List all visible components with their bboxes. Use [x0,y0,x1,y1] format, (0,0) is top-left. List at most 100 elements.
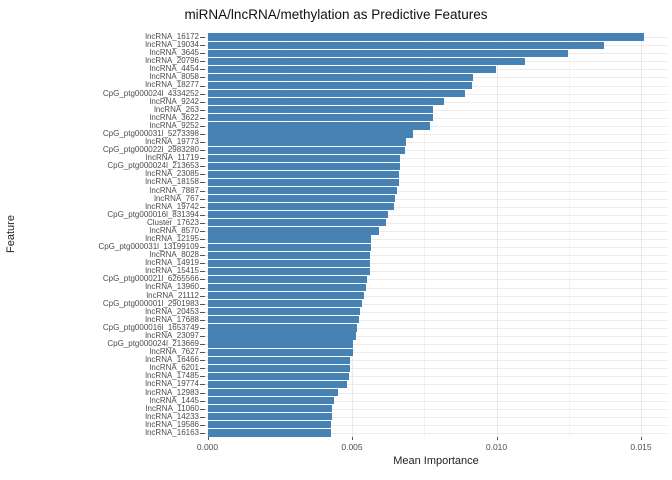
bar [207,259,370,267]
y-tick-label: lncRNA_6201 [149,363,199,373]
y-tick-mark [200,117,205,119]
y-axis-title: Feature [5,215,17,253]
bar [207,114,433,122]
y-tick-label: lncRNA_1445 [149,395,199,405]
y-tick-mark [200,174,205,176]
y-tick-mark [200,408,205,410]
y-tick-mark [200,271,205,273]
bar [207,195,396,203]
y-tick-mark [200,295,205,297]
y-tick-mark [200,222,205,224]
gridline-y [205,117,667,119]
y-tick-mark [200,255,205,257]
y-tick-label: lncRNA_16172 [145,32,199,41]
gridline-y [205,125,667,127]
bar [207,275,367,284]
gridline-major-x [207,33,209,437]
bar [207,219,387,227]
y-tick-label: lncRNA_16163 [145,427,199,437]
bar [207,316,359,324]
bar [207,332,356,340]
y-tick-mark [200,109,205,111]
bar [207,211,388,219]
bar [207,81,472,90]
x-tick-mark [207,437,209,440]
y-tick-mark [200,198,205,200]
bar [207,138,406,146]
y-tick-label: lncRNA_23097 [145,330,199,340]
y-tick-label: CpG_ptg000024l_213653 [107,161,199,171]
gridline-y [205,206,667,208]
bar [207,65,496,73]
gridline-y [205,384,667,386]
bar [207,429,332,437]
gridline-y [205,368,667,370]
gridline-minor-x [424,33,426,437]
y-tick-label: CpG_ptg000031l_5273398 [102,128,199,138]
gridline-y [205,279,667,281]
bar [207,57,525,65]
y-tick-label: lncRNA_3622 [149,112,199,122]
bar [207,421,332,429]
x-tick-label: 0.000 [196,442,219,452]
y-tick-label: lncRNA_11719 [145,153,199,163]
y-tick-mark [200,166,205,168]
y-tick-label: lncRNA_3645 [149,48,199,58]
bar [207,130,413,138]
gridline-major-x [641,33,642,437]
y-tick-label: CpG_ptg000001l_2901983 [102,298,199,308]
y-tick-label: lncRNA_263 [154,104,199,114]
y-tick-mark [200,190,205,192]
y-tick-mark [200,142,205,144]
y-tick-label: lncRNA_17688 [145,314,199,324]
y-tick-label: lncRNA_20796 [145,56,199,66]
bar [207,146,406,154]
y-tick-label: lncRNA_11060 [145,403,199,413]
y-tick-label: CpG_ptg000021l_6265566 [102,274,199,284]
y-tick-mark [200,45,205,47]
gridline-y [205,222,667,224]
bar [207,106,434,114]
y-tick-label: lncRNA_8028 [149,250,199,260]
bar [207,49,568,57]
bar [207,243,371,251]
y-tick-mark [200,360,205,362]
y-tick-mark [200,400,205,402]
y-tick-label: lncRNA_4454 [149,64,199,74]
gridline-y [205,230,667,232]
gridline-y [205,190,667,192]
y-tick-label: lncRNA_7887 [149,185,199,195]
gridline-y [205,424,667,426]
y-tick-label: CpG_ptg000016l_1653749 [102,322,199,332]
y-tick-mark [200,61,205,63]
y-tick-label: lncRNA_21112 [146,290,199,300]
x-tick-mark [496,437,498,440]
y-tick-mark [200,206,205,208]
gridline-y [205,432,667,434]
y-tick-mark [200,263,205,265]
gridline-y [205,376,667,378]
bar [207,186,397,195]
y-tick-label: lncRNA_20453 [145,306,199,316]
gridline-y [205,214,667,216]
gridline-y [205,198,667,200]
bar [207,251,371,259]
bar [207,267,370,275]
bar [207,227,380,235]
gridline-y [205,360,667,362]
bar [207,98,444,106]
y-tick-label: lncRNA_19586 [145,419,199,429]
gridline-y [205,303,667,305]
y-tick-label: Cluster_17623 [146,217,199,227]
gridline-y [205,295,667,297]
y-tick-label: CpG_ptg000024l_213669 [107,339,199,349]
y-tick-label: lncRNA_13960 [145,282,199,292]
bar [207,340,354,348]
y-tick-mark [200,336,205,337]
gridline-y [205,174,667,176]
gridline-y [205,158,667,160]
gridline-y [205,142,667,144]
gridline-y [205,150,667,152]
gridline-y [205,239,667,241]
y-tick-mark [200,344,205,346]
